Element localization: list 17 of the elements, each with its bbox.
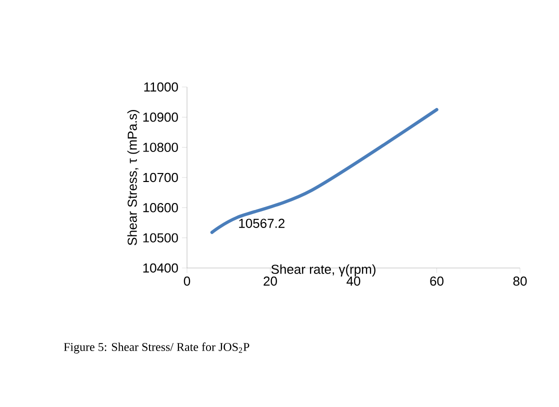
y-tick-label: 10900: [143, 112, 178, 122]
x-tick-label: 40: [346, 276, 360, 286]
y-axis-title: Shear Stress, τ (mPa.s): [127, 110, 140, 246]
y-tick-label: 10400: [143, 263, 178, 273]
caption: Figure 5: Shear Stress/ Rate for JOS$_{2}$P: [64, 342, 250, 354]
x-tick-label: 60: [430, 276, 444, 286]
x-axis-title: Shear rate, γ(rpm): [271, 264, 376, 276]
x-tick-label: 80: [513, 276, 527, 286]
data-label: 10567.2: [239, 218, 284, 228]
x-tick-label: 0: [184, 276, 190, 286]
y-tick-label: 10800: [143, 142, 178, 152]
y-tick-label: 10700: [143, 172, 178, 182]
x-tick-label: 20: [264, 276, 277, 286]
y-tick-label: 10600: [143, 203, 178, 212]
line-series: [210, 108, 438, 234]
y-tick-label: 11000: [144, 82, 178, 92]
y-tick-label: 10500: [143, 233, 178, 242]
